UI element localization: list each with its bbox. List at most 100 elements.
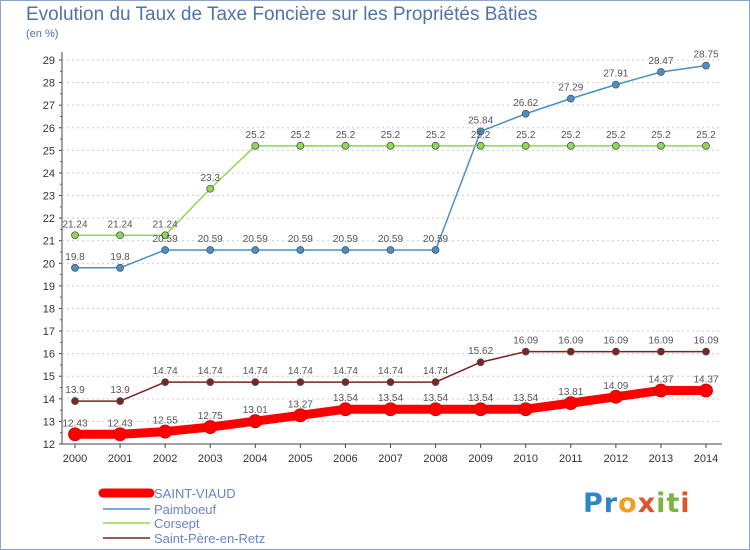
data-label: 19.8 <box>110 252 130 263</box>
y-tick-label: 16 <box>43 349 55 361</box>
data-point <box>338 402 353 417</box>
data-label: 16.09 <box>558 336 583 347</box>
data-point <box>158 424 173 439</box>
data-point <box>113 427 127 442</box>
x-tick-label: 2007 <box>378 453 402 465</box>
x-tick-label: 2014 <box>694 453 718 465</box>
data-label: 13.54 <box>513 393 538 404</box>
data-label: 13.54 <box>423 393 448 404</box>
x-tick-label: 2002 <box>153 453 177 465</box>
data-label: 25.2 <box>426 130 446 141</box>
data-label: 13.27 <box>288 399 313 410</box>
data-label: 20.59 <box>333 234 358 245</box>
data-label: 20.59 <box>378 234 403 245</box>
data-point <box>161 246 170 254</box>
data-point <box>71 231 79 240</box>
data-point <box>71 397 79 405</box>
x-tick-label: 2012 <box>604 453 628 465</box>
data-point <box>68 427 82 442</box>
data-point <box>206 184 215 193</box>
data-point <box>116 397 124 405</box>
data-label: 20.59 <box>198 234 223 245</box>
data-point <box>251 378 260 387</box>
data-point <box>341 378 350 387</box>
data-label: 14.09 <box>603 381 628 392</box>
data-point <box>702 61 710 70</box>
data-point <box>386 141 395 150</box>
data-point <box>296 246 305 254</box>
data-point <box>431 378 440 387</box>
data-label: 16.09 <box>693 336 718 347</box>
data-point <box>521 141 530 150</box>
data-point <box>608 389 623 404</box>
y-tick-label: 28 <box>43 78 55 90</box>
data-label: 25.84 <box>468 115 493 126</box>
data-point <box>431 141 440 150</box>
proxiti-logo: Proxiti <box>583 488 691 519</box>
data-label: 14.74 <box>153 366 178 377</box>
data-point <box>657 141 665 150</box>
data-point <box>386 378 395 387</box>
y-tick-label: 14 <box>43 394 55 406</box>
data-label: 25.2 <box>336 130 356 141</box>
data-label: 13.54 <box>468 393 493 404</box>
data-label: 13.01 <box>243 405 268 416</box>
data-label: 28.75 <box>693 50 718 61</box>
data-label: 12.43 <box>62 418 87 429</box>
data-point <box>654 383 668 398</box>
y-tick-label: 18 <box>43 303 55 315</box>
data-point <box>251 141 260 150</box>
data-point <box>293 408 308 423</box>
chart-title: Evolution du Taux de Taxe Foncière sur l… <box>26 4 538 25</box>
data-point <box>116 263 124 272</box>
data-point <box>341 246 350 254</box>
data-point <box>566 94 575 103</box>
data-label: 14.37 <box>693 374 718 385</box>
legend-label: Corsept <box>154 516 200 531</box>
y-tick-label: 27 <box>43 100 55 112</box>
x-tick-label: 2000 <box>63 453 87 465</box>
data-point <box>116 231 124 240</box>
y-tick-label: 22 <box>43 213 55 225</box>
data-point <box>521 109 530 118</box>
data-label: 25.2 <box>516 130 536 141</box>
data-label: 23.3 <box>200 173 220 184</box>
x-tick-label: 2004 <box>243 453 267 465</box>
data-label: 21.24 <box>108 219 133 230</box>
data-label: 20.59 <box>243 234 268 245</box>
data-label: 13.54 <box>378 393 403 404</box>
data-point <box>296 141 305 150</box>
data-label: 16.09 <box>513 336 538 347</box>
data-label: 15.62 <box>468 346 493 357</box>
y-tick-label: 26 <box>43 123 55 135</box>
data-label: 25.2 <box>381 130 401 141</box>
data-label: 16.09 <box>603 336 628 347</box>
data-label: 13.9 <box>65 385 85 396</box>
y-tick-label: 17 <box>43 326 55 338</box>
data-point <box>657 68 665 76</box>
y-tick-label: 24 <box>43 168 55 180</box>
data-label: 14.37 <box>648 374 673 385</box>
data-point <box>566 141 575 150</box>
x-tick-label: 2008 <box>423 453 447 465</box>
data-label: 25.2 <box>561 130 581 141</box>
data-label: 27.91 <box>603 69 628 80</box>
y-tick-label: 20 <box>43 258 55 270</box>
x-tick-label: 2005 <box>288 453 312 465</box>
y-tick-label: 23 <box>43 191 55 203</box>
data-point <box>476 127 485 136</box>
data-label: 14.74 <box>243 366 268 377</box>
data-point <box>161 231 170 240</box>
data-point <box>251 246 260 254</box>
data-label: 14.74 <box>333 366 358 377</box>
data-point <box>161 378 170 387</box>
data-point <box>296 378 305 387</box>
legend-label: SAINT-VIAUD <box>154 486 236 501</box>
data-point <box>611 141 620 150</box>
data-label: 25.2 <box>606 130 626 141</box>
data-point <box>473 402 488 417</box>
data-point <box>476 141 485 150</box>
data-point <box>206 378 215 387</box>
data-point <box>611 80 620 89</box>
